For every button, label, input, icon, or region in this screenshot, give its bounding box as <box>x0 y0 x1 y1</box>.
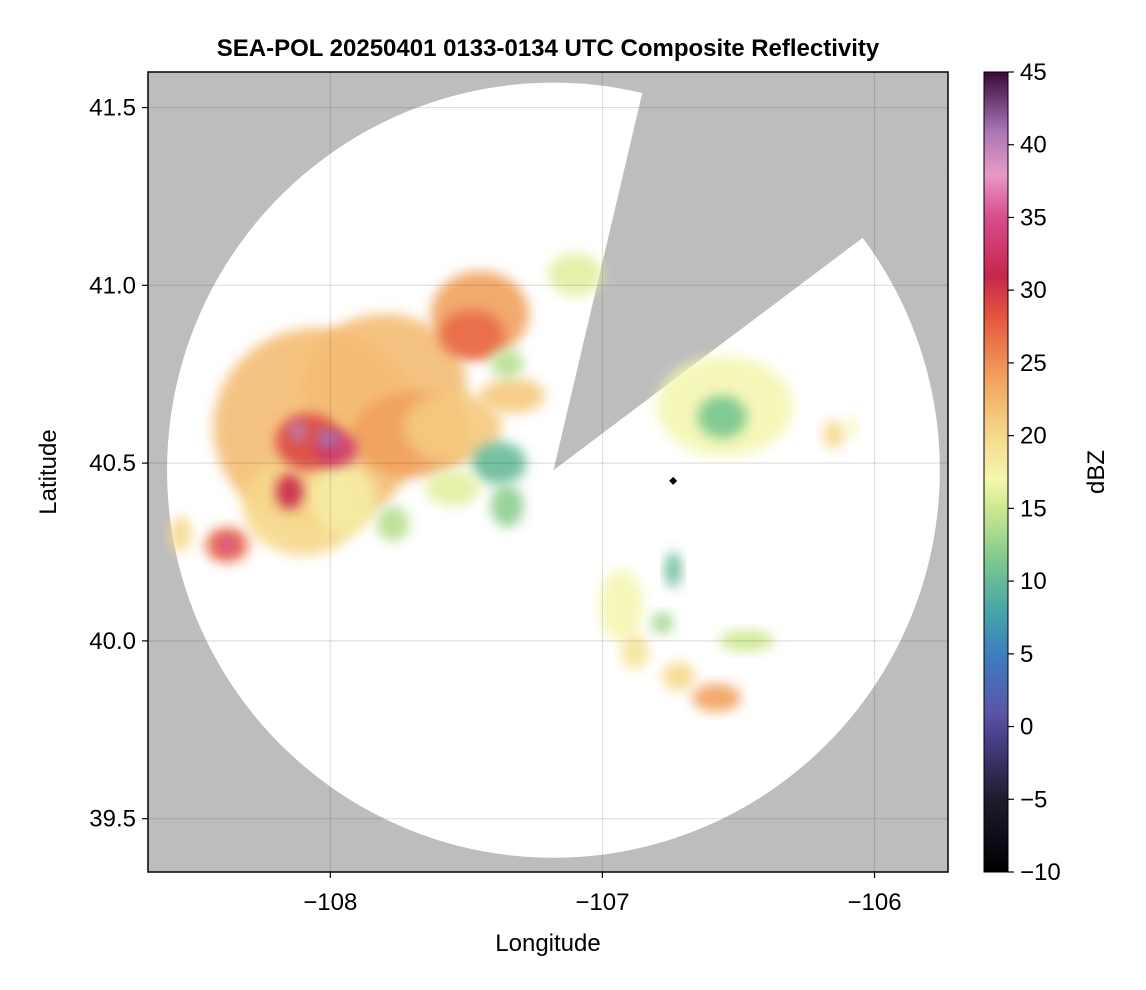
colorbar-tick-label-5: 15 <box>1020 495 1047 522</box>
colorbar-tick-label-4: 10 <box>1020 568 1047 595</box>
colorbar-gradient <box>983 71 1009 873</box>
echo-cell-29 <box>719 630 774 652</box>
echo-cell-27 <box>662 662 695 691</box>
colorbar-ticks: −10 −5 0 5 10 15 20 25 30 35 40 45 <box>1008 59 1061 886</box>
echo-cell-24 <box>697 395 747 439</box>
x-tick-label-0: −108 <box>303 889 357 916</box>
echo-cell-16 <box>479 377 546 414</box>
echo-cell-26 <box>621 633 649 670</box>
echo-cell-12 <box>217 536 237 554</box>
echo-cell-22 <box>548 253 603 296</box>
colorbar-tick-label-3: 5 <box>1020 641 1033 668</box>
colorbar-tick-label-10: 40 <box>1020 132 1047 159</box>
colorbar-tick-label-7: 25 <box>1020 350 1047 377</box>
echo-cell-20 <box>425 470 480 506</box>
echo-cell-18 <box>471 441 527 485</box>
echo-cell-21 <box>376 505 410 542</box>
colorbar-tick-label-1: −5 <box>1020 786 1047 813</box>
x-ticks: −108 −107 −106 <box>303 872 902 916</box>
y-axis-label: Latitude <box>35 429 62 514</box>
plot-frame <box>147 71 949 873</box>
echo-cell-8 <box>289 420 306 442</box>
x-tick-label-1: −107 <box>575 889 629 916</box>
echo-cell-31 <box>847 416 859 439</box>
x-axis-label: Longitude <box>495 930 600 957</box>
x-tick-label-2: −106 <box>847 889 901 916</box>
colorbar-tick-label-11: 45 <box>1020 59 1047 86</box>
echo-cell-15 <box>439 310 505 360</box>
echo-cell-19 <box>490 484 524 528</box>
grid-lines <box>148 72 948 872</box>
site-marker <box>669 476 678 485</box>
y-tick-label-4: 41.5 <box>89 95 136 122</box>
echo-cell-17 <box>490 349 524 378</box>
colorbar-tick-label-2: 0 <box>1020 714 1033 741</box>
echo-cell-3 <box>403 392 502 464</box>
echo-cell-13 <box>169 516 192 552</box>
blocked-sectors <box>553 72 948 471</box>
colorbar-tick-label-8: 30 <box>1020 277 1047 304</box>
colorbar-label: dBZ <box>1083 450 1110 494</box>
echo-cell-33 <box>651 612 674 634</box>
chart-title: SEA-POL 20250401 0133-0134 UTC Composite… <box>217 35 880 62</box>
echo-cell-10 <box>275 473 304 510</box>
plot-area <box>148 72 948 872</box>
site-marker-group <box>669 476 678 485</box>
colorbar-tick-label-6: 20 <box>1020 423 1047 450</box>
blocked-sector-0 <box>553 72 948 471</box>
echo-cell-32 <box>665 552 682 588</box>
colorbar: −10 −5 0 5 10 15 20 25 30 35 40 45 dBZ <box>983 59 1110 886</box>
colorbar-tick-label-0: −10 <box>1020 859 1061 886</box>
y-ticks: 39.5 40.0 40.5 41.0 41.5 <box>89 95 148 833</box>
echo-cell-9 <box>315 429 340 448</box>
echo-cell-5 <box>311 463 377 535</box>
echo-cell-25 <box>599 569 644 641</box>
echo-cell-30 <box>822 420 845 449</box>
y-tick-label-3: 41.0 <box>89 272 136 299</box>
echo-cell-28 <box>692 683 742 712</box>
colorbar-tick-label-9: 35 <box>1020 204 1047 231</box>
y-tick-label-1: 40.0 <box>89 628 136 655</box>
echo-cells <box>169 253 859 712</box>
y-tick-label-0: 39.5 <box>89 806 136 833</box>
y-tick-label-2: 40.5 <box>89 450 136 477</box>
